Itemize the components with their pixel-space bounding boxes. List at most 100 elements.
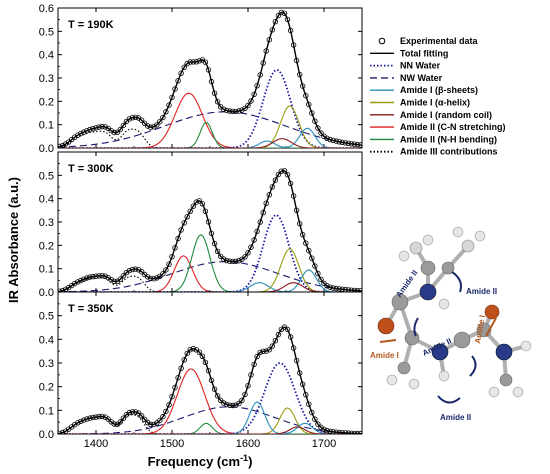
data-point [257, 219, 263, 225]
data-point [135, 410, 142, 416]
series-amide-i-random-coil- [58, 426, 362, 434]
data-point [303, 392, 309, 398]
data-point [87, 126, 93, 133]
data-point [199, 201, 206, 207]
y-tick-label: 0.1 [39, 120, 54, 132]
data-point [236, 108, 242, 114]
legend-item: NN Water [370, 61, 441, 71]
data-point [315, 125, 321, 131]
data-point [284, 16, 291, 23]
data-point [172, 245, 178, 251]
data-point [287, 334, 294, 340]
panel-title: T = 300K [68, 163, 114, 175]
data-point [354, 141, 361, 148]
data-point [147, 421, 154, 427]
data-point [284, 171, 291, 178]
data-point [154, 275, 160, 281]
data-point [59, 287, 66, 292]
x-tick-label: 1600 [236, 438, 260, 450]
data-point [138, 117, 145, 123]
data-point [220, 256, 227, 262]
data-point [287, 27, 294, 34]
data-point [169, 394, 175, 400]
data-point [275, 171, 282, 178]
data-point [309, 110, 315, 116]
amide-label-6: Amide II [440, 413, 471, 422]
data-point [132, 409, 139, 415]
legend-label: Amide II (C-N stretching) [400, 122, 506, 132]
legend-item: Amide I (α-helix) [370, 98, 470, 108]
y-tick-label: 0.6 [39, 3, 54, 15]
data-point [75, 132, 81, 138]
data-point [193, 59, 199, 65]
data-point [266, 347, 272, 353]
data-point [351, 287, 358, 292]
data-point [242, 105, 248, 112]
data-point [300, 381, 306, 387]
data-point [223, 257, 230, 264]
data-point [327, 284, 333, 290]
data-point [93, 414, 99, 420]
data-point [211, 240, 218, 247]
data-point [348, 141, 355, 147]
data-point [166, 102, 172, 108]
data-point [230, 402, 236, 409]
legend-label: Experimental data [400, 36, 479, 46]
data-point [111, 421, 117, 427]
data-point [169, 254, 175, 260]
data-point [163, 109, 169, 115]
data-point [242, 254, 248, 260]
data-point [227, 258, 233, 264]
data-point [327, 136, 333, 143]
data-point [120, 415, 127, 421]
panels-group: 0.00.10.20.30.40.50.6T = 190K0.00.10.20.… [39, 3, 363, 441]
data-point [117, 419, 123, 425]
data-point [172, 384, 178, 391]
data-point [129, 409, 136, 415]
data-point [248, 244, 254, 250]
data-point [58, 430, 63, 434]
y-tick-label: 0.2 [39, 96, 54, 108]
data-point [269, 343, 275, 349]
data-point [293, 57, 300, 64]
y-tick-label: 0.1 [39, 405, 54, 417]
data-point [126, 409, 133, 416]
data-point [281, 10, 288, 16]
data-point [175, 235, 181, 242]
plot-area [58, 9, 362, 148]
data-point [102, 124, 108, 130]
data-point [260, 348, 266, 354]
data-point [184, 214, 190, 220]
data-point [300, 231, 306, 238]
amide-bond-arrows [379, 317, 497, 343]
data-point [120, 122, 127, 129]
data-point [290, 193, 297, 199]
legend-label: Amide I (random coil) [400, 110, 492, 120]
panel-2: 0.0 0.1 0.2 0.3 0.4 0.5 T = 300K [39, 151, 363, 299]
data-point [278, 9, 285, 16]
data-point [303, 240, 309, 246]
data-point [141, 416, 148, 423]
x-axis-label-sup: -1 [240, 453, 248, 463]
legend-label: Amide I (α-helix) [400, 98, 470, 108]
data-point [263, 348, 269, 354]
data-point [160, 114, 166, 121]
series-experimental-data [58, 9, 362, 148]
data-point [108, 277, 114, 283]
data-point [290, 345, 297, 351]
data-point [284, 326, 291, 333]
data-point [78, 130, 84, 137]
y-tick-label: 0.4 [39, 334, 54, 346]
data-point [126, 116, 133, 122]
data-point [157, 273, 163, 280]
data-point [129, 114, 136, 121]
data-point [99, 413, 105, 420]
data-point [290, 42, 297, 48]
data-point [132, 114, 139, 120]
data-point [120, 273, 127, 279]
data-point [181, 357, 187, 363]
y-axis-label: IR Absorbance (a.u.) [6, 177, 21, 303]
data-point [187, 208, 193, 214]
series-nw-water [58, 111, 362, 148]
data-point [81, 417, 87, 423]
